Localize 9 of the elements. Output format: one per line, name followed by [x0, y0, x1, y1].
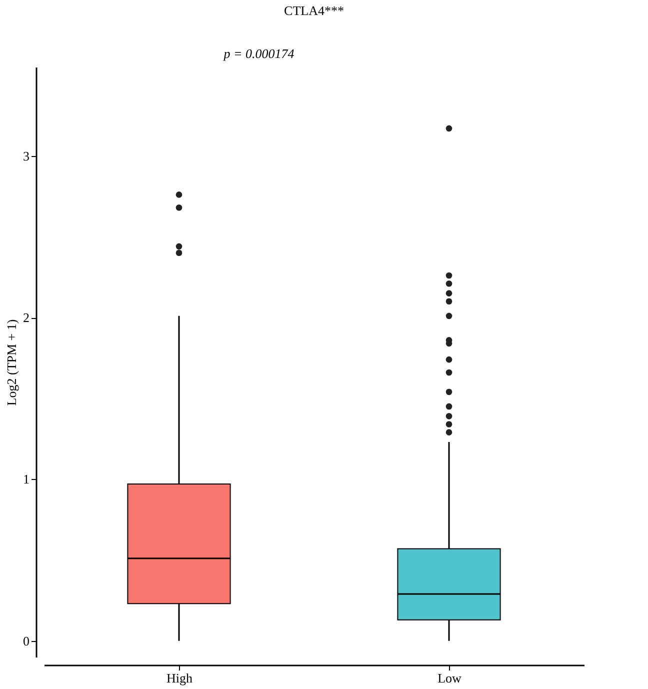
y-tick-label: 0 [23, 633, 30, 648]
chart-title: CTLA4*** [284, 3, 344, 18]
x-tick-label: Low [438, 670, 462, 686]
x-tick-label: High [166, 670, 193, 686]
y-tick-label: 1 [23, 472, 30, 487]
y-tick-label: 2 [23, 310, 30, 326]
y-tick-label: 3 [23, 148, 30, 164]
y-axis-title: Log2 (TPM + 1) [4, 319, 19, 406]
text: p = 0.000174 [222, 46, 295, 61]
